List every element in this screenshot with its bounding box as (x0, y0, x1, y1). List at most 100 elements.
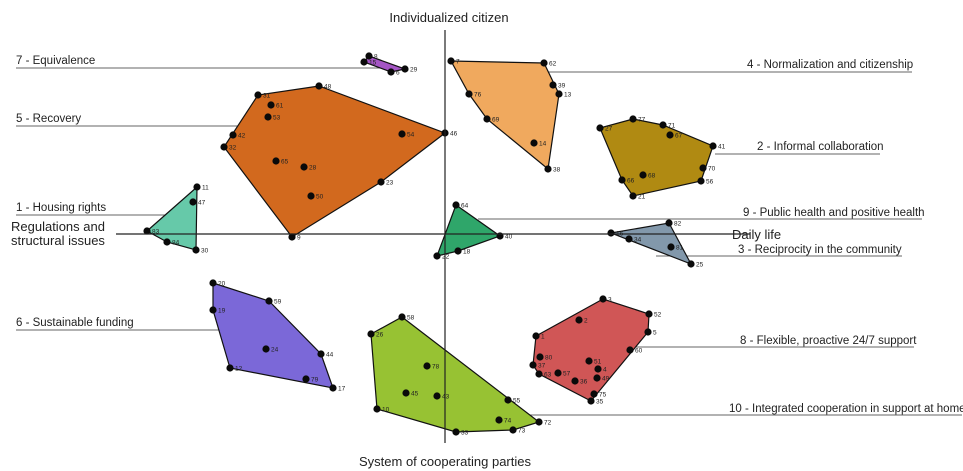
cluster-c6: 20 59 19 24 44 12 79 17 (209, 279, 346, 393)
statement-point (639, 171, 647, 179)
statement-point (454, 247, 462, 255)
statement-number: 7 (456, 59, 460, 66)
cluster-polygon (223, 85, 447, 238)
statement-number: 6 (396, 70, 400, 77)
statement-point (607, 229, 615, 237)
statement-point (532, 332, 540, 340)
statement-number: 33 (461, 430, 469, 437)
statement-number: 31 (263, 93, 271, 100)
leader-lines (16, 67, 962, 416)
statement-point (226, 364, 234, 372)
cluster-c2: 27 77 71 67 41 70 56 68 66 21 (596, 115, 726, 201)
statement-number: 34 (634, 237, 642, 244)
statement-point (667, 243, 675, 251)
statement-point (192, 246, 200, 254)
statement-point (189, 198, 197, 206)
statement-point (317, 350, 325, 358)
cluster-label-6: 6 - Sustainable funding (16, 317, 134, 329)
statement-number: 26 (376, 332, 384, 339)
statement-point (267, 101, 275, 109)
statement-point (549, 81, 557, 89)
cluster-polygon (599, 118, 714, 197)
statement-number: 18 (463, 249, 471, 256)
statement-number: 65 (281, 159, 289, 166)
statement-point (575, 316, 583, 324)
statement-point (329, 384, 337, 392)
statement-number: 52 (654, 312, 662, 319)
axis-label-left-1: Regulations and (11, 219, 105, 234)
statement-point (594, 365, 602, 373)
statement-point (644, 328, 652, 336)
statement-point (593, 374, 601, 382)
statement-point (272, 157, 280, 165)
statement-number: 49 (602, 376, 610, 383)
statement-number: 70 (708, 166, 716, 173)
statement-point (590, 390, 598, 398)
statement-number: 48 (324, 84, 332, 91)
statement-number: 43 (442, 394, 450, 401)
axis-label-left-2: structural issues (11, 233, 105, 248)
statement-point (300, 163, 308, 171)
statement-number: 17 (338, 386, 346, 393)
statement-point (626, 346, 634, 354)
statement-point (585, 357, 593, 365)
statement-number: 35 (596, 399, 604, 406)
statement-point (483, 115, 491, 123)
statement-point (530, 139, 538, 147)
statement-number: 20 (218, 281, 226, 288)
statement-number: 47 (198, 200, 206, 207)
statement-point (315, 82, 323, 90)
statement-number: 81 (676, 245, 684, 252)
statement-point (697, 177, 705, 185)
statement-point (540, 59, 548, 67)
statement-number: 2 (584, 318, 588, 325)
statement-number: 32 (229, 145, 237, 152)
statement-point (288, 233, 296, 241)
statement-point (398, 313, 406, 321)
statement-point (265, 297, 273, 305)
statement-point (587, 397, 595, 405)
cluster-c4: 7 62 39 13 76 69 14 38 (447, 57, 572, 174)
statement-point (529, 361, 537, 369)
statement-point (687, 260, 695, 268)
statement-number: 8 (374, 54, 378, 61)
statement-number: 60 (635, 348, 643, 355)
cluster-label-8: 8 - Flexible, proactive 24/7 support (740, 335, 917, 347)
cluster-label-5: 5 - Recovery (16, 113, 81, 125)
statement-number: 71 (668, 123, 676, 130)
statement-number: 45 (411, 391, 419, 398)
statement-number: 27 (605, 126, 613, 133)
cluster-polygon (449, 60, 560, 171)
statement-point (229, 131, 237, 139)
statement-number: 61 (276, 103, 284, 110)
cluster-polygon (370, 316, 541, 433)
statement-number: 42 (238, 133, 246, 140)
statement-number: 11 (202, 185, 209, 192)
statement-number: 12 (235, 366, 243, 373)
statement-number: 66 (627, 178, 635, 185)
statement-point (433, 252, 441, 260)
statement-point (377, 178, 385, 186)
statement-number: 44 (326, 352, 334, 359)
statement-point (535, 418, 543, 426)
statement-number: 59 (274, 299, 282, 306)
statement-point (447, 57, 455, 65)
statement-number: 51 (594, 359, 602, 366)
statement-number: 74 (504, 418, 512, 425)
statement-point (452, 201, 460, 209)
statement-number: 41 (718, 144, 726, 151)
statement-point (596, 124, 604, 132)
statement-number: 77 (638, 117, 646, 124)
statement-number: 62 (549, 61, 557, 68)
cluster-label-2: 2 - Informal collaboration (757, 141, 884, 153)
statement-number: 46 (450, 131, 458, 138)
axis-label-right: Daily life (732, 227, 781, 242)
statement-point (629, 115, 637, 123)
axis-label-bottom: System of cooperating parties (359, 454, 531, 469)
cluster-c1: 11 47 83 84 30 (143, 183, 209, 255)
cluster-polygon (212, 282, 334, 389)
statement-number: 68 (648, 173, 656, 180)
statement-number: 67 (675, 133, 683, 140)
cluster-label-1: 1 - Housing rights (16, 202, 106, 214)
statement-point (665, 219, 673, 227)
